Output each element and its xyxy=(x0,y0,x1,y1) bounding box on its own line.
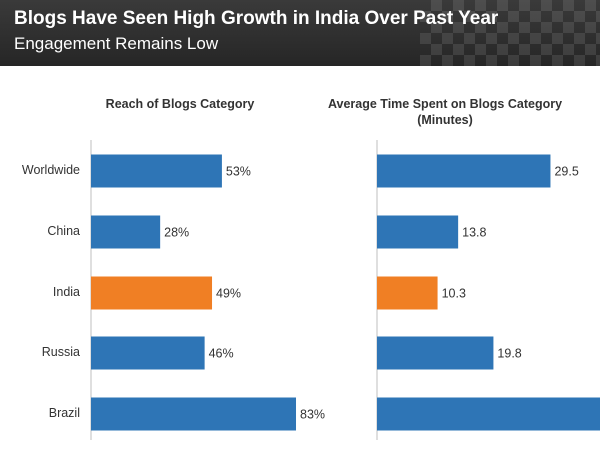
category-label-russia: Russia xyxy=(41,345,80,359)
reach-value-label-brazil: 83% xyxy=(300,408,325,422)
chart-right-title: Average Time Spent on Blogs Category (Mi… xyxy=(300,96,590,128)
reach-bar-india xyxy=(91,276,213,310)
category-label-china: China xyxy=(47,224,80,238)
category-label-india: India xyxy=(52,285,80,299)
page-subtitle: Engagement Remains Low xyxy=(14,34,219,53)
header-pattern xyxy=(420,0,600,66)
reach-bar-worldwide xyxy=(91,154,222,188)
reach-bar-china xyxy=(91,215,161,249)
reach-value-label-russia: 46% xyxy=(209,347,234,361)
chart-right-title-line2: (Minutes) xyxy=(417,113,473,127)
reach-value-label-worldwide: 53% xyxy=(226,165,251,179)
page-title: Blogs Have Seen High Growth in India Ove… xyxy=(14,8,499,29)
time-bar-brazil xyxy=(377,397,600,431)
time-value-label-worldwide: 29.5 xyxy=(554,165,578,179)
time-bar-russia xyxy=(377,336,494,370)
reach-value-label-india: 49% xyxy=(216,287,241,301)
reach-bar-brazil xyxy=(91,397,297,431)
time-bar-india xyxy=(377,276,438,310)
category-label-worldwide: Worldwide xyxy=(21,163,80,177)
time-bar-worldwide xyxy=(377,154,551,188)
time-value-label-india: 10.3 xyxy=(442,287,466,301)
category-label-brazil: Brazil xyxy=(48,406,80,420)
reach-value-label-china: 28% xyxy=(164,226,189,240)
header-banner: Blogs Have Seen High Growth in India Ove… xyxy=(0,0,600,66)
time-value-label-russia: 19.8 xyxy=(497,347,521,361)
chart-left-title: Reach of Blogs Category xyxy=(105,97,255,111)
reach-bar-russia xyxy=(91,336,205,370)
time-value-label-china: 13.8 xyxy=(462,226,486,240)
chart-right-title-line1: Average Time Spent on Blogs Category xyxy=(327,97,563,111)
time-bar-china xyxy=(377,215,459,249)
